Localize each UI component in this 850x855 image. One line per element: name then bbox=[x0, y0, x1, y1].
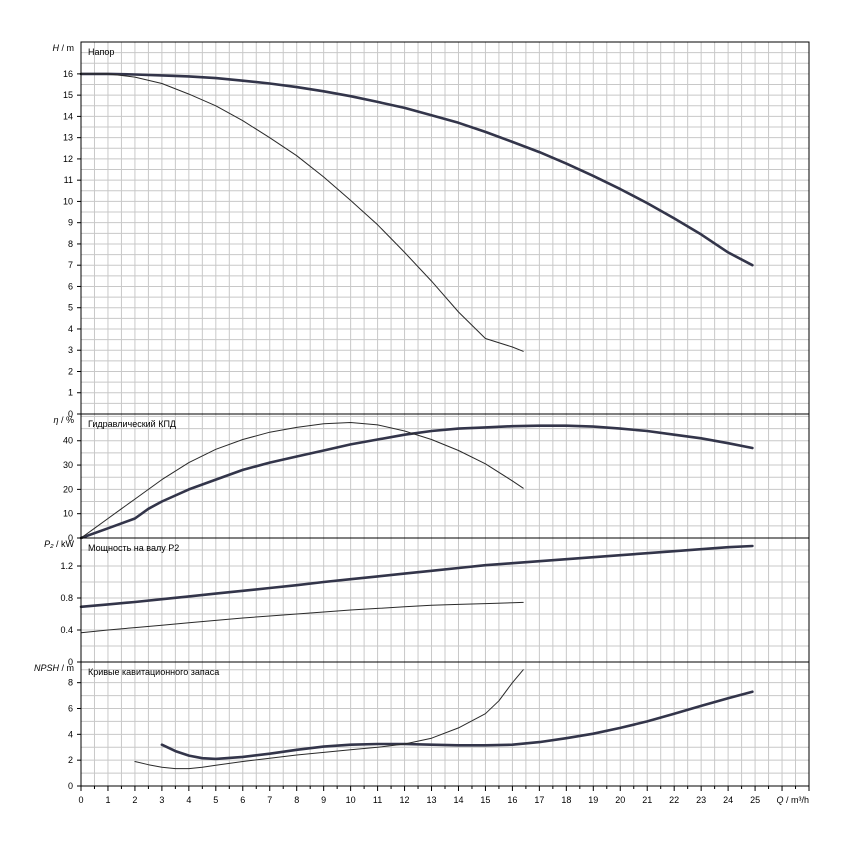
x-tick-label: 21 bbox=[642, 795, 652, 805]
panel-title: Гидравлический КПД bbox=[88, 419, 176, 429]
efficiency-curve-thin bbox=[80, 422, 524, 539]
npsh-curve-thick bbox=[160, 690, 754, 761]
y-tick-label: 6 bbox=[68, 281, 73, 291]
frames bbox=[77, 41, 810, 791]
y-axis-unit: / % bbox=[58, 415, 74, 425]
power-curve-thin bbox=[80, 601, 524, 634]
y-axis-label: H / m bbox=[53, 43, 75, 53]
y-tick-label: 8 bbox=[68, 678, 73, 688]
y-axis-label: η / % bbox=[53, 415, 74, 425]
y-tick-label: 12 bbox=[63, 154, 73, 164]
panel-title: Напор bbox=[88, 47, 114, 57]
x-tick-label: 17 bbox=[534, 795, 544, 805]
npsh-curve-thin bbox=[134, 669, 524, 770]
x-axis-label: Q / m³/h bbox=[776, 795, 809, 805]
y-tick-label: 8 bbox=[68, 239, 73, 249]
y-tick-label: 4 bbox=[68, 324, 73, 334]
x-tick-label: 0 bbox=[78, 795, 83, 805]
y-tick-label: 1 bbox=[68, 388, 73, 398]
y-tick-label: 2 bbox=[68, 755, 73, 765]
x-tick-label: 19 bbox=[588, 795, 598, 805]
y-tick-label: 10 bbox=[63, 196, 73, 206]
x-tick-label: 4 bbox=[186, 795, 191, 805]
x-tick-label: 8 bbox=[294, 795, 299, 805]
y-axis-label: P₂ / kW bbox=[44, 539, 74, 549]
x-tick-label: 2 bbox=[132, 795, 137, 805]
y-axis-symbol: P₂ bbox=[44, 539, 54, 549]
y-tick-label: 0 bbox=[68, 533, 73, 543]
x-tick-label: 25 bbox=[750, 795, 760, 805]
y-axis-symbol: NPSH bbox=[34, 663, 60, 673]
x-tick-label: 9 bbox=[321, 795, 326, 805]
y-axis-symbol: η bbox=[53, 415, 58, 425]
curves bbox=[79, 72, 754, 770]
y-axis-unit: / kW bbox=[54, 539, 75, 549]
power-curve-thick bbox=[79, 544, 754, 609]
y-tick-label: 10 bbox=[63, 509, 73, 519]
x-tick-label: 3 bbox=[159, 795, 164, 805]
y-axis-unit: / m bbox=[59, 43, 74, 53]
y-tick-label: 14 bbox=[63, 111, 73, 121]
y-tick-label: 15 bbox=[63, 90, 73, 100]
x-axis-unit: / m³/h bbox=[783, 795, 809, 805]
y-tick-label: 0 bbox=[68, 409, 73, 419]
y-tick-label: 11 bbox=[64, 175, 73, 185]
x-tick-label: 11 bbox=[373, 795, 382, 805]
y-tick-label: 1.2 bbox=[60, 561, 73, 571]
x-tick-label: 18 bbox=[561, 795, 571, 805]
head-curve-thin bbox=[80, 73, 524, 352]
y-tick-label: 16 bbox=[63, 69, 73, 79]
y-tick-label: 30 bbox=[63, 460, 73, 470]
panel-title: Мощность на валу P2 bbox=[88, 543, 179, 553]
x-tick-label: 5 bbox=[213, 795, 218, 805]
x-tick-label: 14 bbox=[453, 795, 463, 805]
head-curve-thick bbox=[79, 72, 754, 267]
y-axis-symbol: H bbox=[53, 43, 60, 53]
y-tick-label: 0 bbox=[68, 781, 73, 791]
y-tick-label: 0.8 bbox=[60, 593, 73, 603]
y-tick-label: 7 bbox=[68, 260, 73, 270]
x-tick-label: 13 bbox=[427, 795, 437, 805]
x-tick-label: 15 bbox=[480, 795, 490, 805]
y-tick-label: 9 bbox=[68, 218, 73, 228]
y-tick-label: 13 bbox=[63, 133, 73, 143]
x-tick-label: 16 bbox=[507, 795, 517, 805]
x-tick-label: 6 bbox=[240, 795, 245, 805]
panel-title: Кривые кавитационного запаса bbox=[88, 667, 219, 677]
y-tick-label: 20 bbox=[63, 484, 73, 494]
x-tick-label: 23 bbox=[696, 795, 706, 805]
y-tick-label: 6 bbox=[68, 704, 73, 714]
y-tick-label: 0.4 bbox=[60, 625, 73, 635]
y-tick-label: 3 bbox=[68, 345, 73, 355]
x-tick-label: 1 bbox=[105, 795, 110, 805]
x-tick-label: 12 bbox=[400, 795, 410, 805]
efficiency-curve-thick bbox=[79, 424, 754, 540]
y-tick-label: 4 bbox=[68, 729, 73, 739]
y-axis-unit: / m bbox=[59, 663, 74, 673]
y-tick-label: 5 bbox=[68, 303, 73, 313]
x-tick-label: 22 bbox=[669, 795, 679, 805]
x-tick-label: 24 bbox=[723, 795, 733, 805]
x-tick-label: 7 bbox=[267, 795, 272, 805]
y-tick-label: 40 bbox=[63, 436, 73, 446]
x-tick-label: 10 bbox=[346, 795, 356, 805]
y-tick-label: 0 bbox=[68, 657, 73, 667]
y-axis-label: NPSH / m bbox=[34, 663, 74, 673]
y-tick-label: 2 bbox=[68, 366, 73, 376]
x-tick-label: 20 bbox=[615, 795, 625, 805]
x-axis-symbol: Q bbox=[776, 795, 783, 805]
